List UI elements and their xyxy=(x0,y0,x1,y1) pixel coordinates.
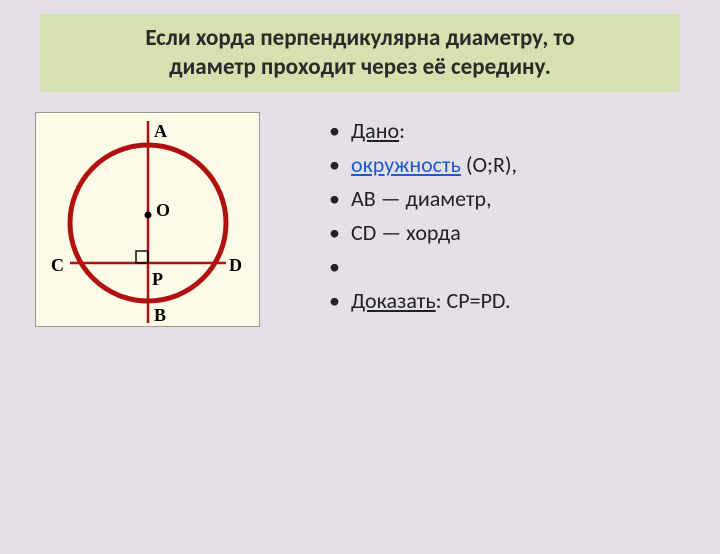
title-line-1: Если хорда перпендикулярна диаметру, то xyxy=(60,24,660,53)
title-line-2: диаметр проходит через её середину. xyxy=(60,53,660,82)
bullet-list: Дано: окружность (O;R),AB — диаметр,CD —… xyxy=(325,114,710,318)
svg-text:B: B xyxy=(154,305,166,325)
svg-text:D: D xyxy=(229,255,242,275)
list-item: AB — диаметр, xyxy=(325,182,710,216)
list-item: Доказать: CP=PD. xyxy=(325,284,710,318)
diagram-svg: A B C D O P xyxy=(36,113,261,328)
content-row: A B C D O P Дано: окружность (O;R),AB — диаме… xyxy=(0,112,720,327)
svg-text:O: O xyxy=(156,200,170,220)
text-column: Дано: окружность (O;R),AB — диаметр,CD —… xyxy=(275,112,710,327)
list-item: Дано: xyxy=(325,114,710,148)
list-item: CD — хорда xyxy=(325,216,710,250)
title-banner: Если хорда перпендикулярна диаметру, то … xyxy=(40,14,680,92)
list-item xyxy=(325,250,710,284)
svg-text:P: P xyxy=(152,269,163,289)
diagram-column: A B C D O P xyxy=(35,112,275,327)
svg-text:A: A xyxy=(154,121,167,141)
list-item: окружность (O;R), xyxy=(325,148,710,182)
svg-text:C: C xyxy=(51,255,64,275)
circle-diagram: A B C D O P xyxy=(35,112,260,327)
